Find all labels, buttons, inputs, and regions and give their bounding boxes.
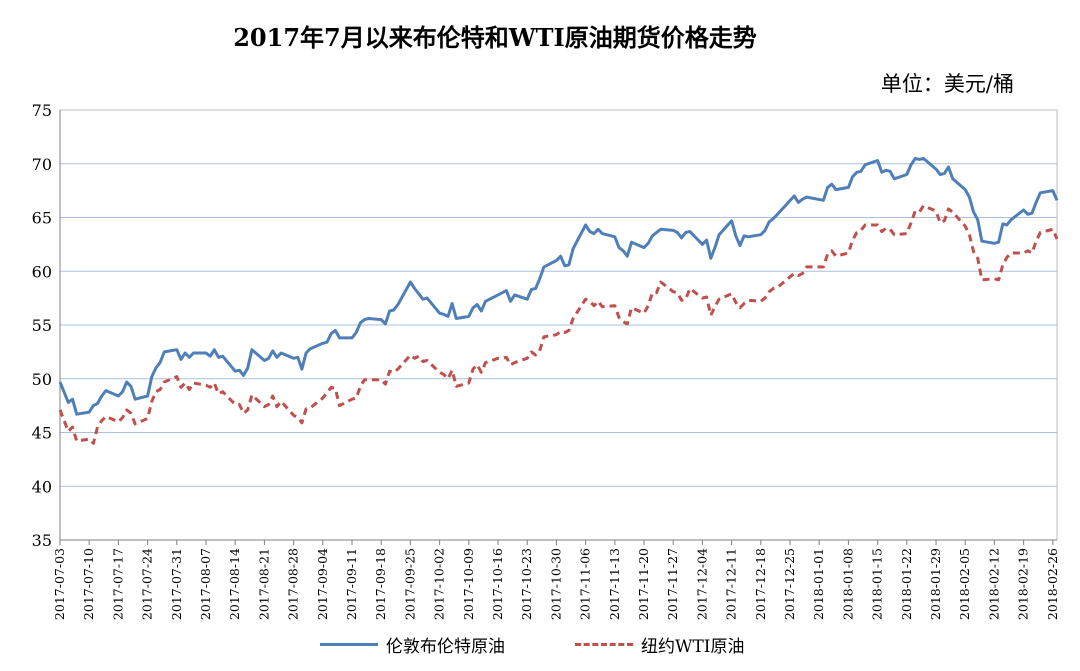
x-tick-label: 2017-12-04 (694, 548, 709, 620)
legend-label-brent: 伦敦布伦特原油 (386, 637, 505, 657)
x-tick-label: 2017-08-28 (286, 548, 301, 620)
y-tick-label: 70 (32, 155, 52, 174)
x-tick-label: 2017-09-11 (344, 548, 359, 620)
x-tick-label: 2017-10-16 (490, 548, 505, 620)
x-tick-label: 2018-02-05 (957, 548, 972, 620)
x-tick-label: 2017-12-11 (724, 548, 739, 620)
x-tick-label: 2018-01-15 (870, 548, 885, 620)
x-tick-label: 2017-08-07 (198, 548, 213, 620)
y-tick-label: 45 (32, 424, 52, 443)
y-tick-label: 75 (32, 101, 52, 120)
y-tick-label: 35 (32, 531, 52, 550)
y-axis: 35 40 45 50 55 60 65 70 75 (32, 101, 61, 550)
legend-item-wti: 纽约WTI原油 (575, 632, 745, 657)
x-axis: 2017-07-03 2017-07-10 2017-07-17 2017-07-24… (52, 539, 1060, 620)
x-tick-label: 2017-07-31 (169, 548, 184, 620)
legend-swatch-wti (575, 643, 633, 646)
x-tick-label: 2017-07-24 (140, 548, 155, 620)
x-tick-label: 2017-08-21 (256, 548, 271, 620)
y-tick-label: 55 (32, 316, 52, 335)
y-tick-label: 60 (32, 262, 52, 281)
x-tick-label: 2017-10-02 (432, 548, 447, 620)
x-tick-label: 2017-10-30 (548, 548, 563, 620)
series-line-wti (58, 204, 1059, 445)
y-tick-label: 50 (32, 370, 52, 389)
x-tick-label: 2017-12-18 (753, 548, 768, 620)
y-tick-label: 65 (32, 209, 52, 228)
x-tick-label: 2018-01-22 (899, 548, 914, 620)
x-tick-label: 2017-10-23 (519, 548, 534, 620)
chart-title: 2017年7月以来布伦特和WTI原油期货价格走势 (233, 23, 757, 52)
y-tick-label: 40 (32, 477, 52, 496)
legend-label-wti: 纽约WTI原油 (641, 637, 745, 657)
x-tick-label: 2017-11-13 (607, 548, 622, 620)
x-tick-label: 2018-02-26 (1045, 548, 1060, 620)
x-tick-label: 2017-11-20 (636, 548, 651, 620)
x-tick-label: 2017-07-17 (110, 548, 125, 620)
x-tick-label: 2018-02-19 (1016, 548, 1031, 620)
x-tick-label: 2017-12-25 (782, 548, 797, 620)
unit-label: 单位：美元/桶 (880, 72, 1014, 96)
x-tick-label: 2017-07-10 (81, 548, 96, 620)
x-tick-label: 2017-07-03 (52, 548, 67, 620)
x-tick-label: 2017-11-27 (665, 548, 680, 620)
x-tick-label: 2017-11-06 (578, 548, 593, 620)
x-tick-label: 2017-10-09 (461, 548, 476, 620)
x-tick-label: 2017-08-14 (227, 548, 242, 620)
x-tick-label: 2018-02-12 (986, 548, 1001, 620)
legend-item-brent: 伦敦布伦特原油 (320, 632, 505, 657)
x-tick-label: 2018-01-08 (840, 548, 855, 620)
series-line-brent (58, 156, 1059, 416)
series-lines (58, 156, 1059, 445)
x-tick-label: 2017-09-04 (315, 548, 330, 620)
x-tick-label: 2018-01-01 (811, 548, 826, 620)
x-tick-label: 2017-09-18 (373, 548, 388, 620)
legend-swatch-brent (320, 643, 378, 646)
grid-lines (59, 109, 1058, 541)
legend: 伦敦布伦特原油 纽约WTI原油 (320, 632, 820, 664)
x-tick-label: 2017-09-25 (402, 548, 417, 620)
x-tick-label: 2018-01-29 (928, 548, 943, 620)
